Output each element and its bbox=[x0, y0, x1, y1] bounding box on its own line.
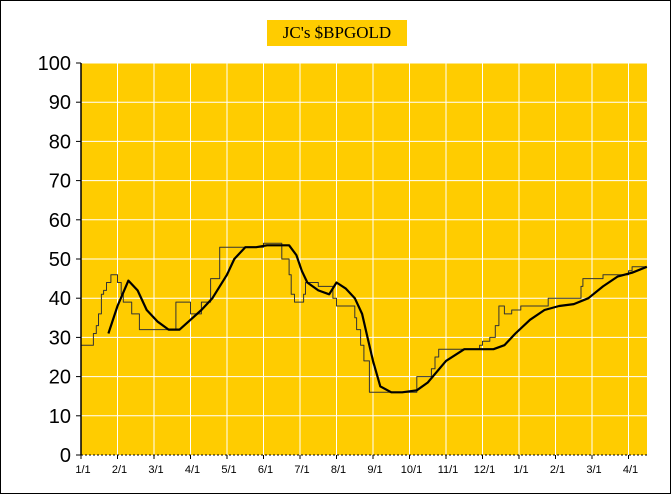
x-tick-label: 1/1 bbox=[513, 464, 528, 476]
x-tick-label: 2/1 bbox=[112, 464, 127, 476]
x-tick-label: 10/1 bbox=[401, 464, 422, 476]
series-line-daily bbox=[81, 242, 647, 393]
horizontal-gridlines bbox=[81, 62, 647, 417]
y-tick-label: 0 bbox=[60, 445, 71, 467]
x-tick-label: 4/1 bbox=[185, 464, 200, 476]
y-tick-labels: 0 10 20 30 40 50 60 70 80 90 100 bbox=[38, 53, 71, 467]
series-layer bbox=[81, 242, 648, 394]
x-tick-labels: 1/1 2/1 3/1 4/1 5/1 6/1 7/1 8/1 9/1 10/1 11/1 12/1 1… bbox=[75, 464, 638, 476]
x-tick-label: 9/1 bbox=[367, 464, 382, 476]
x-tick-label: 3/1 bbox=[148, 464, 163, 476]
chart-title-box: JC's $BPGOLD bbox=[267, 20, 407, 46]
axes bbox=[76, 62, 647, 459]
x-tick-label: 12/1 bbox=[474, 464, 495, 476]
x-tick-label: 7/1 bbox=[294, 464, 309, 476]
y-tick-label: 70 bbox=[49, 171, 71, 193]
x-tick-label: 8/1 bbox=[331, 464, 346, 476]
y-tick-label: 20 bbox=[49, 367, 71, 389]
y-tick-label: 40 bbox=[49, 288, 71, 310]
x-tick-label: 2/1 bbox=[550, 464, 565, 476]
y-tick-label: 80 bbox=[49, 131, 71, 153]
x-tick-label: 5/1 bbox=[221, 464, 236, 476]
x-tick-label: 1/1 bbox=[75, 464, 90, 476]
y-tick-label: 10 bbox=[49, 406, 71, 428]
x-tick-label: 6/1 bbox=[258, 464, 273, 476]
series-line-smoothed bbox=[107, 244, 648, 394]
x-tick-label: 11/1 bbox=[438, 464, 459, 476]
y-tick-label: 30 bbox=[49, 327, 71, 349]
chart-title: JC's $BPGOLD bbox=[282, 23, 392, 42]
y-tick-label: 50 bbox=[49, 249, 71, 271]
y-tick-label: 90 bbox=[49, 92, 71, 114]
y-tick-label: 100 bbox=[38, 53, 71, 75]
x-tick-label: 4/1 bbox=[623, 464, 638, 476]
y-tick-label: 60 bbox=[49, 210, 71, 232]
x-tick-label: 3/1 bbox=[586, 464, 601, 476]
